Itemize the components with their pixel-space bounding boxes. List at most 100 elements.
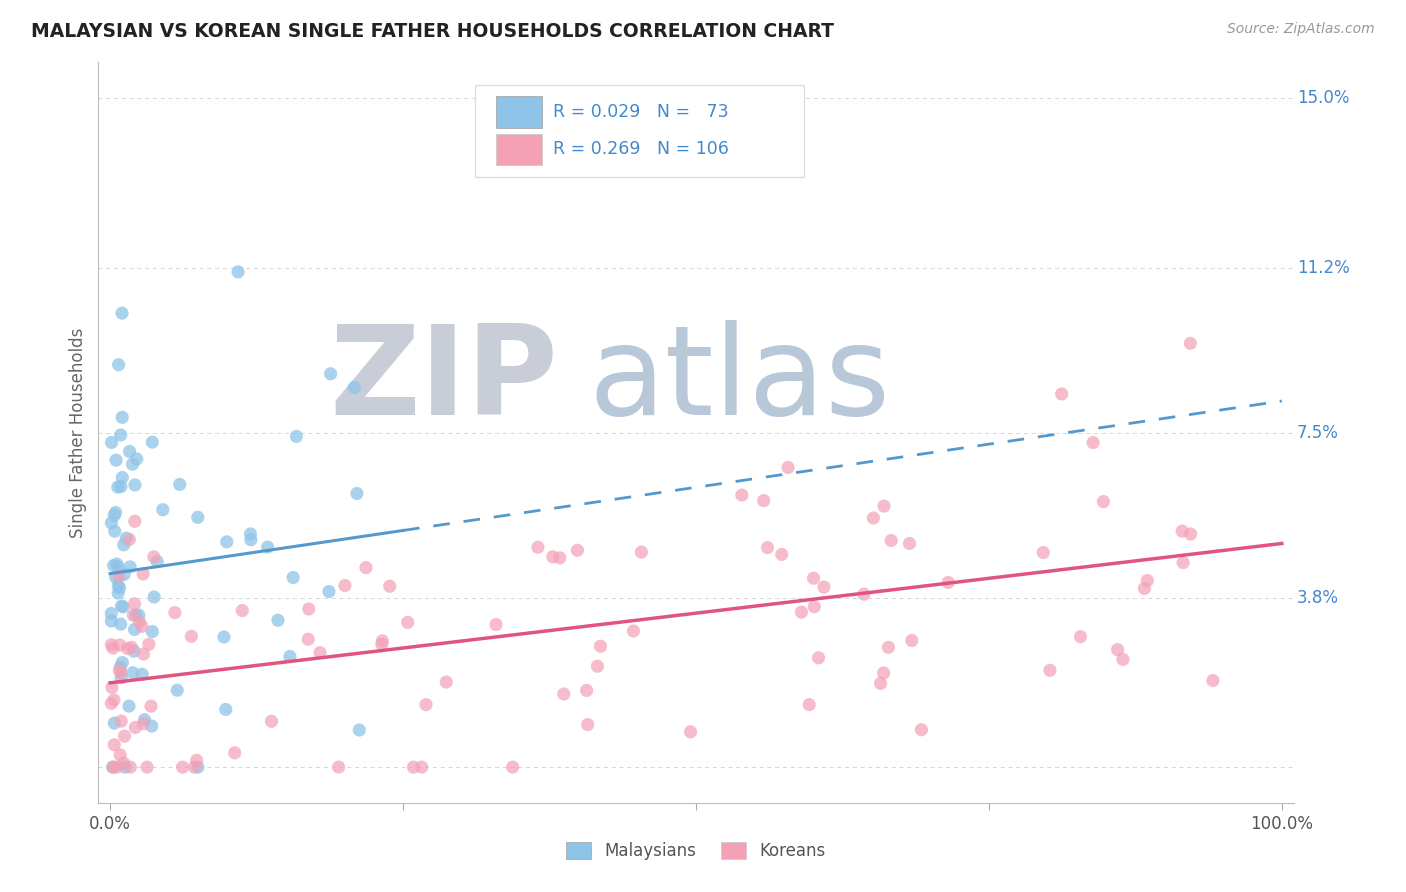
Point <box>239 533 262 547</box>
Point <box>138 637 160 651</box>
Point <box>107 358 129 372</box>
Point <box>141 719 163 733</box>
Point <box>134 713 156 727</box>
Point <box>142 549 165 564</box>
Point <box>114 729 136 743</box>
Point <box>111 306 134 320</box>
Point <box>141 435 163 450</box>
Point <box>333 578 356 592</box>
Point <box>346 486 368 500</box>
Point <box>623 624 645 638</box>
Point <box>1092 494 1115 508</box>
Point <box>212 630 235 644</box>
Point <box>100 697 122 711</box>
Point <box>114 760 136 774</box>
Point <box>328 760 350 774</box>
Point <box>770 548 793 562</box>
Point <box>1039 663 1062 677</box>
Point <box>267 613 290 627</box>
Point <box>132 716 155 731</box>
Point <box>880 533 903 548</box>
Point <box>898 536 921 550</box>
Point <box>100 638 122 652</box>
Point <box>298 602 321 616</box>
Point <box>108 581 131 595</box>
Text: 15.0%: 15.0% <box>1298 89 1350 107</box>
Point <box>1112 652 1135 666</box>
Point <box>112 756 135 771</box>
Point <box>120 559 142 574</box>
Point <box>110 480 132 494</box>
Point <box>166 683 188 698</box>
Point <box>104 506 127 520</box>
Point <box>180 629 202 643</box>
Point <box>121 665 143 680</box>
Point <box>434 675 457 690</box>
Point <box>110 665 132 680</box>
Point <box>215 534 238 549</box>
Point <box>101 760 124 774</box>
Point <box>104 524 127 539</box>
Point <box>910 723 932 737</box>
Point <box>378 579 401 593</box>
Point <box>108 664 131 678</box>
Point <box>186 753 208 767</box>
Text: ZIP: ZIP <box>330 320 558 442</box>
Point <box>231 603 253 617</box>
Point <box>125 452 148 467</box>
Point <box>115 531 138 545</box>
Point <box>101 641 124 656</box>
Point <box>215 702 238 716</box>
Point <box>110 660 132 674</box>
Point <box>343 380 366 394</box>
Point <box>107 480 129 494</box>
Point <box>118 533 141 547</box>
Point <box>576 717 599 731</box>
Point <box>731 488 754 502</box>
Point <box>131 667 153 681</box>
Point <box>1107 642 1129 657</box>
Point <box>111 470 134 484</box>
Text: 3.8%: 3.8% <box>1298 589 1339 607</box>
Point <box>118 699 141 714</box>
Text: R = 0.029   N =   73: R = 0.029 N = 73 <box>553 103 728 121</box>
Point <box>125 608 148 623</box>
Point <box>131 619 153 633</box>
Point <box>146 555 169 569</box>
Point <box>872 665 894 680</box>
Point <box>936 575 959 590</box>
Point <box>112 538 135 552</box>
Point <box>1202 673 1225 688</box>
Point <box>679 724 702 739</box>
Point <box>411 760 433 774</box>
Point <box>124 623 146 637</box>
Point <box>548 550 571 565</box>
Point <box>100 607 122 621</box>
Point <box>110 747 132 762</box>
Point <box>256 540 278 554</box>
Point <box>790 605 813 619</box>
Point <box>1136 574 1159 588</box>
Point <box>117 641 139 656</box>
Text: MALAYSIAN VS KOREAN SINGLE FATHER HOUSEHOLDS CORRELATION CHART: MALAYSIAN VS KOREAN SINGLE FATHER HOUSEH… <box>31 22 834 41</box>
Point <box>297 632 319 647</box>
Point <box>124 478 146 492</box>
Point <box>108 569 131 583</box>
Point <box>807 651 830 665</box>
Point <box>1180 527 1202 541</box>
Point <box>124 597 146 611</box>
Point <box>128 608 150 623</box>
Point <box>776 460 799 475</box>
Point <box>105 557 128 571</box>
Point <box>1180 336 1202 351</box>
Point <box>105 453 128 467</box>
Point <box>869 676 891 690</box>
Bar <box>496 134 541 165</box>
Point <box>121 457 143 471</box>
Point <box>107 586 129 600</box>
Point <box>1069 630 1091 644</box>
Point <box>319 367 342 381</box>
Point <box>239 527 262 541</box>
Point <box>527 540 550 554</box>
Point <box>1171 524 1194 538</box>
